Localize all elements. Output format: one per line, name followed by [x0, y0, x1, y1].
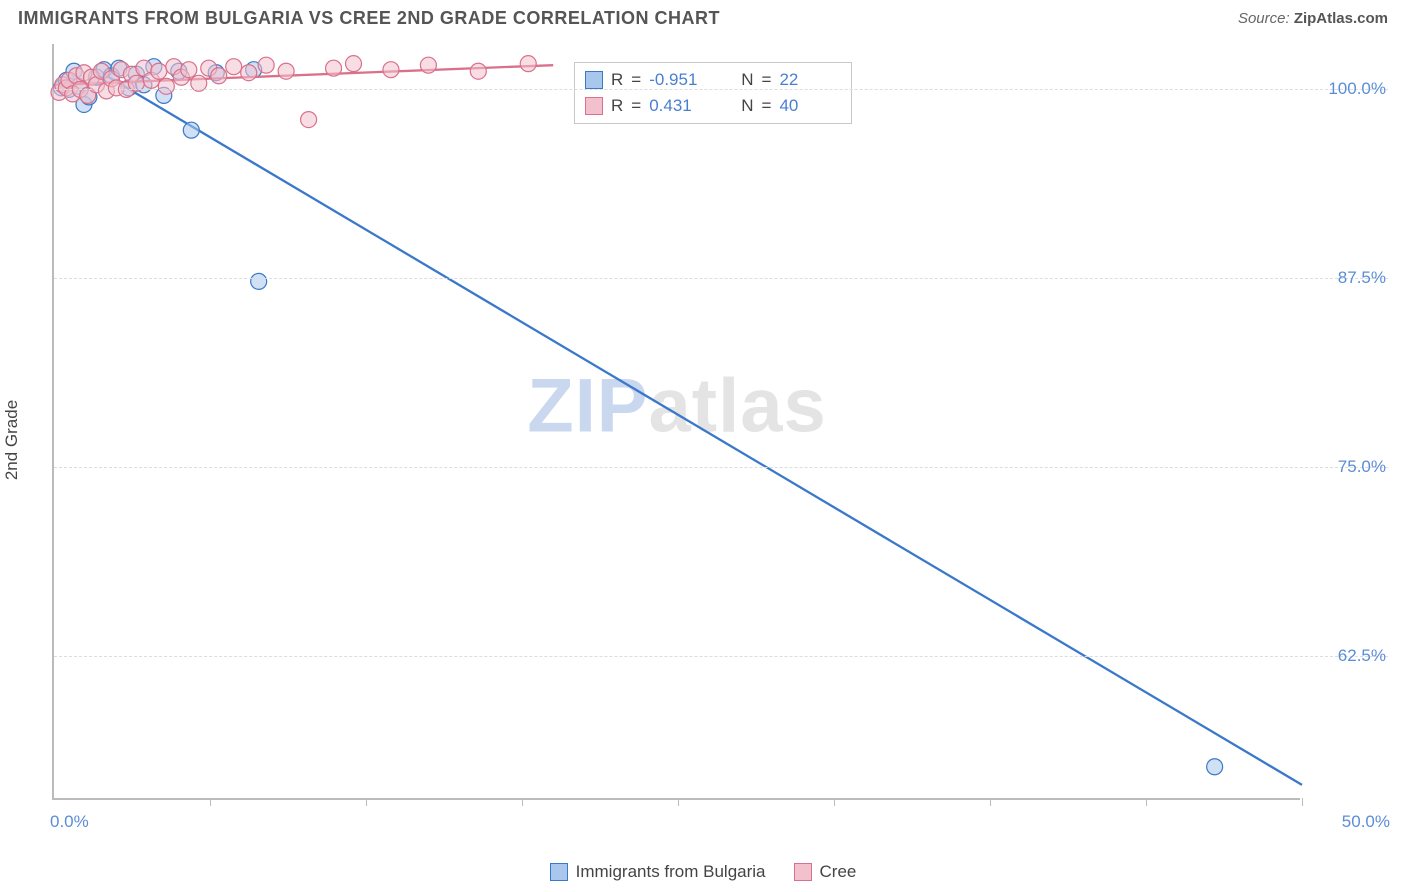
trend-line	[104, 74, 1302, 785]
data-point	[258, 57, 274, 73]
x-tick	[1302, 798, 1303, 806]
x-tick	[210, 798, 211, 806]
y-tick-label: 62.5%	[1302, 646, 1386, 666]
y-tick-label: 100.0%	[1302, 79, 1386, 99]
legend-bottom-item: Cree	[794, 862, 857, 882]
legend-swatch	[585, 97, 603, 115]
gridline-h	[54, 278, 1388, 279]
data-point	[301, 112, 317, 128]
legend-equals: =	[631, 93, 641, 119]
plot-svg	[54, 44, 1302, 800]
legend-r-label: R	[611, 93, 623, 119]
source-name: ZipAtlas.com	[1294, 10, 1388, 27]
data-point	[470, 63, 486, 79]
plot-area: ZIPatlas 0.0% 50.0% R = -0.951N = 22R = …	[52, 44, 1300, 800]
data-point	[383, 62, 399, 78]
data-point	[183, 122, 199, 138]
data-point	[420, 57, 436, 73]
legend-swatch	[794, 863, 812, 881]
data-point	[151, 63, 167, 79]
data-point	[278, 63, 294, 79]
legend-bottom-label: Immigrants from Bulgaria	[576, 862, 766, 882]
x-axis-min-label: 0.0%	[50, 812, 89, 832]
y-tick-label: 75.0%	[1302, 457, 1386, 477]
data-point	[211, 68, 227, 84]
data-point	[520, 56, 536, 72]
legend-bottom: Immigrants from Bulgaria Cree	[0, 862, 1406, 882]
legend-n-label: N	[741, 93, 753, 119]
x-tick	[678, 798, 679, 806]
legend-bottom-item: Immigrants from Bulgaria	[550, 862, 766, 882]
data-point	[158, 78, 174, 94]
y-tick-label: 87.5%	[1302, 268, 1386, 288]
chart-title: IMMIGRANTS FROM BULGARIA VS CREE 2ND GRA…	[18, 8, 720, 29]
legend-row: R = 0.431 N = 40	[585, 93, 841, 119]
data-point	[326, 60, 342, 76]
x-tick	[990, 798, 991, 806]
legend-equals: =	[762, 93, 772, 119]
legend-r-value: 0.431	[649, 93, 711, 119]
gridline-h	[54, 656, 1388, 657]
y-axis-title: 2nd Grade	[2, 400, 22, 480]
data-point	[241, 65, 257, 81]
source-credit: Source: ZipAtlas.com	[1238, 10, 1388, 27]
x-axis-max-label: 50.0%	[1342, 812, 1390, 832]
data-point	[181, 62, 197, 78]
chart-area: 2nd Grade ZIPatlas 0.0% 50.0% R = -0.951…	[52, 44, 1388, 836]
legend-n-value: 40	[779, 93, 841, 119]
data-point	[251, 273, 267, 289]
x-tick	[834, 798, 835, 806]
source-prefix: Source:	[1238, 10, 1294, 27]
data-point	[346, 56, 362, 72]
legend-swatch	[585, 71, 603, 89]
correlation-legend: R = -0.951N = 22R = 0.431N = 40	[574, 62, 852, 124]
x-tick	[366, 798, 367, 806]
data-point	[226, 59, 242, 75]
legend-swatch	[550, 863, 568, 881]
x-tick	[522, 798, 523, 806]
legend-bottom-label: Cree	[820, 862, 857, 882]
gridline-h	[54, 89, 1388, 90]
gridline-h	[54, 467, 1388, 468]
x-tick	[1146, 798, 1147, 806]
data-point	[1207, 759, 1223, 775]
